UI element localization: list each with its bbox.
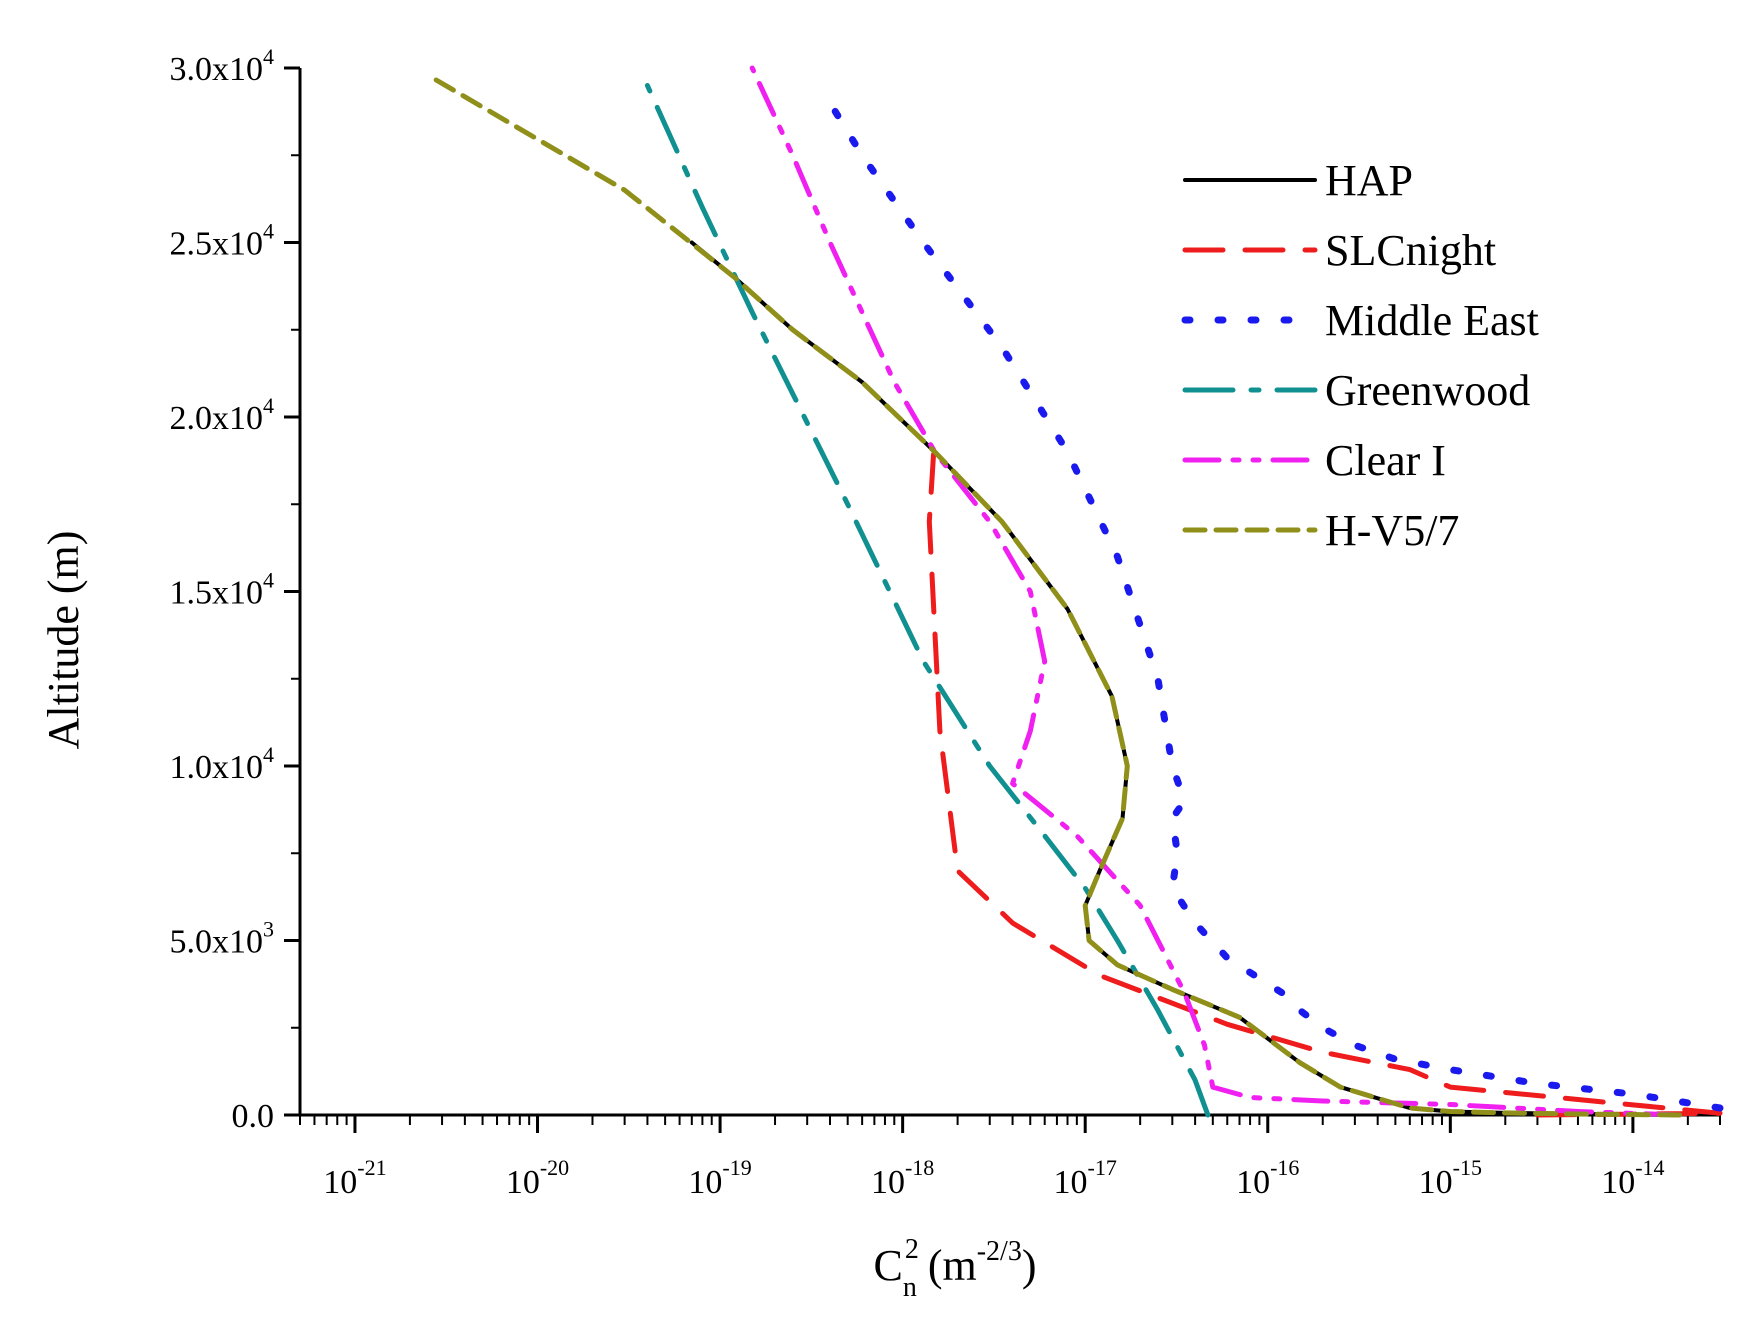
x-tick-label: 10-20 <box>506 1155 569 1201</box>
x-tick-label-exponent: -20 <box>540 1155 569 1180</box>
x-axis-title-sup: 2 <box>905 1234 919 1265</box>
x-tick-label: 10-15 <box>1419 1155 1482 1201</box>
y-tick-label: 2.5x104 <box>170 219 275 263</box>
y-tick-label-mantissa: 2.5x10 <box>170 226 264 263</box>
legend: HAP SLCnight Middle East Greenwood Clear I H-… <box>1181 156 1539 555</box>
axes: 0.05.0x1031.0x1041.5x1042.0x1042.5x1043.… <box>170 44 1721 1201</box>
x-tick-label: 10-17 <box>1054 1155 1117 1201</box>
x-tick-label-base: 10 <box>1236 1164 1270 1201</box>
y-tick-label: 2.0x104 <box>170 393 275 437</box>
x-axis-title-sub: n <box>903 1272 917 1303</box>
series-group <box>425 65 1724 1118</box>
x-tick-label-exponent: -16 <box>1270 1155 1299 1180</box>
series-line-hap <box>689 240 1682 1117</box>
series-line-greenwood <box>644 83 1211 1118</box>
x-axis-title-unit-sup: -2/3 <box>977 1236 1022 1267</box>
y-tick-label-mantissa: 3.0x10 <box>170 51 264 88</box>
y-tick-label: 0.0 <box>232 1098 275 1135</box>
y-tick-label-exponent: 3 <box>263 917 274 942</box>
y-tick-label-exponent: 4 <box>263 219 274 244</box>
x-tick-label-exponent: -17 <box>1088 1155 1117 1180</box>
y-tick-label-mantissa: 0.0 <box>232 1098 275 1135</box>
series-line-h-v5-7 <box>425 72 1682 1118</box>
y-tick-label-mantissa: 2.0x10 <box>170 400 264 437</box>
x-tick-label-base: 10 <box>688 1164 722 1201</box>
x-tick-label-base: 10 <box>323 1164 357 1201</box>
series-line-clear-i <box>749 65 1682 1118</box>
x-axis-title-unit-open: (m <box>917 1241 977 1290</box>
x-tick-label-exponent: -15 <box>1453 1155 1482 1180</box>
y-tick-label-mantissa: 5.0x10 <box>170 924 264 961</box>
x-tick-label-base: 10 <box>1054 1164 1088 1201</box>
y-tick-label: 5.0x103 <box>170 917 275 961</box>
series-line-middle-east <box>826 99 1724 1112</box>
x-tick-label-base: 10 <box>1419 1164 1453 1201</box>
x-tick-label-base: 10 <box>871 1164 905 1201</box>
x-tick-label: 10-18 <box>871 1155 934 1201</box>
x-axis-title-main: C <box>873 1241 902 1290</box>
y-axis-title: Altitude (m) <box>39 531 88 750</box>
x-tick-label-exponent: -19 <box>722 1155 751 1180</box>
x-tick-label-exponent: -18 <box>905 1155 934 1180</box>
x-tick-label-base: 10 <box>506 1164 540 1201</box>
y-tick-label: 1.0x104 <box>170 742 275 786</box>
x-axis-title: C2 n (m-2/3) <box>873 1234 1036 1303</box>
legend-label-greenwood: Greenwood <box>1325 366 1530 415</box>
x-tick-label: 10-19 <box>688 1155 751 1201</box>
y-tick-label-mantissa: 1.5x10 <box>170 575 264 612</box>
axis-titles: Altitude (m) C2 n (m-2/3) <box>39 531 1037 1303</box>
legend-label-hap: HAP <box>1325 156 1413 205</box>
y-tick-label: 3.0x104 <box>170 44 275 88</box>
legend-label-slcnight: SLCnight <box>1325 226 1496 275</box>
legend-label-h-v5-7: H-V5/7 <box>1325 506 1459 555</box>
x-tick-label-exponent: -21 <box>357 1155 386 1180</box>
y-tick-label-mantissa: 1.0x10 <box>170 749 264 786</box>
series-line-slcnight <box>926 431 1723 1118</box>
y-tick-label-exponent: 4 <box>263 742 274 767</box>
legend-label-middle-east: Middle East <box>1325 296 1539 345</box>
x-tick-label: 10-21 <box>323 1155 386 1201</box>
legend-label-clear-i: Clear I <box>1325 436 1446 485</box>
y-tick-label: 1.5x104 <box>170 568 275 612</box>
x-axis-title-unit-close: ) <box>1022 1241 1037 1290</box>
y-tick-label-exponent: 4 <box>263 44 274 69</box>
x-tick-label-base: 10 <box>1601 1164 1635 1201</box>
x-tick-label: 10-14 <box>1601 1155 1664 1201</box>
x-tick-label-exponent: -14 <box>1635 1155 1664 1180</box>
y-tick-label-exponent: 4 <box>263 568 274 593</box>
x-tick-label: 10-16 <box>1236 1155 1299 1201</box>
y-tick-label-exponent: 4 <box>263 393 274 418</box>
